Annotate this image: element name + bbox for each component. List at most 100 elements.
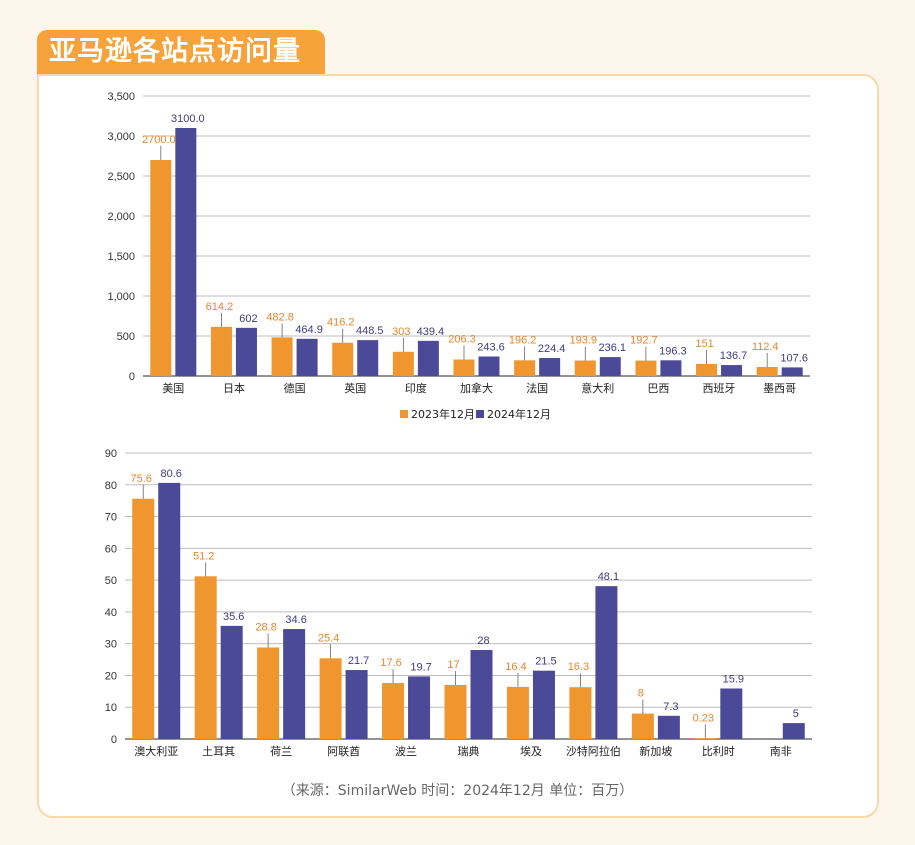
data-label: 107.6: [780, 352, 808, 364]
bar-2024: [175, 128, 197, 376]
data-label: 5: [793, 708, 799, 720]
bar-2023: [569, 687, 592, 739]
bar-2024: [158, 482, 181, 739]
y-tick-label: 0: [129, 371, 135, 383]
bar-2023: [150, 160, 172, 376]
bar-2023: [392, 351, 414, 376]
bar-2024: [283, 629, 306, 739]
data-label: 25.4: [318, 632, 339, 644]
data-label: 416.2: [327, 317, 355, 329]
data-label: 51.2: [193, 550, 214, 562]
bar-2024: [720, 688, 743, 739]
x-tick-label: 土耳其: [202, 745, 235, 758]
bar-2024: [660, 360, 682, 376]
data-label: 28.8: [255, 621, 276, 633]
bar-2024: [532, 670, 555, 739]
data-label: 35.6: [223, 611, 244, 623]
y-tick-label: 50: [105, 575, 117, 587]
data-label: 206.3: [448, 333, 476, 345]
bar-2023: [453, 359, 475, 376]
bar-2023: [506, 686, 529, 739]
data-label: 2700.0: [142, 134, 176, 146]
bar-2024: [595, 586, 618, 739]
data-label: 192.7: [630, 335, 658, 347]
legend-swatch: [476, 410, 484, 418]
x-tick-label: 澳大利亚: [134, 744, 178, 758]
bar-2023: [271, 337, 293, 376]
x-tick-label: 瑞典: [458, 744, 480, 758]
data-label: 21.5: [535, 656, 556, 668]
bar-2024: [408, 676, 431, 739]
data-label: 21.7: [348, 655, 369, 667]
bar-2023: [382, 683, 405, 739]
bar-2023: [319, 658, 342, 739]
y-tick-label: 30: [105, 639, 117, 651]
x-tick-label: 意大利: [581, 381, 614, 395]
bar-2024: [345, 670, 368, 739]
data-label: 17: [447, 659, 459, 671]
bar-2023: [132, 498, 155, 739]
bar-2024: [296, 338, 318, 376]
data-label: 3100.0: [171, 113, 205, 125]
data-label: 136.7: [720, 350, 748, 362]
data-label: 224.4: [538, 343, 566, 355]
legend-swatch: [400, 410, 408, 418]
y-tick-label: 2,500: [107, 171, 135, 183]
bar-2023: [514, 360, 536, 376]
x-tick-label: 日本: [223, 381, 245, 395]
x-tick-label: 德国: [284, 381, 306, 395]
y-tick-label: 80: [105, 480, 117, 492]
x-tick-label: 法国: [526, 381, 548, 395]
data-label: 15.9: [723, 673, 744, 685]
y-tick-label: 10: [105, 702, 117, 714]
x-tick-label: 埃及: [520, 744, 542, 758]
data-label: 75.6: [131, 473, 152, 485]
bar-2023: [194, 576, 217, 739]
data-label: 464.9: [295, 324, 323, 336]
data-label: 196.3: [659, 345, 687, 357]
y-tick-label: 2,000: [107, 211, 135, 223]
y-tick-label: 3,000: [107, 131, 135, 143]
data-label: 439.4: [417, 326, 445, 338]
y-tick-label: 1,000: [107, 291, 135, 303]
data-label: 236.1: [599, 342, 627, 354]
bar-2023: [257, 647, 280, 739]
legend-label: 2023年12月: [411, 407, 475, 421]
y-tick-label: 90: [105, 448, 117, 460]
data-label: 7.3: [663, 701, 678, 713]
x-tick-label: 墨西哥: [763, 382, 796, 395]
x-tick-label: 印度: [405, 381, 427, 395]
y-tick-label: 3,500: [107, 91, 135, 103]
data-label: 0.23: [693, 712, 714, 724]
bar-2024: [220, 625, 243, 739]
chart-title: 亚马逊各站点访问量: [37, 30, 325, 74]
bar-2024: [599, 357, 621, 376]
x-tick-label: 南非: [770, 745, 792, 758]
bar-2023: [756, 367, 778, 376]
y-tick-label: 20: [105, 670, 117, 682]
bar-2023: [694, 738, 717, 739]
bar-2023: [635, 360, 657, 376]
data-label: 243.6: [477, 342, 505, 354]
data-label: 614.2: [206, 301, 234, 313]
legend-label: 2024年12月: [487, 407, 551, 421]
bar-2024: [478, 356, 500, 376]
bar-2024: [417, 340, 439, 376]
data-label: 151: [695, 338, 713, 350]
bar-2024: [782, 723, 805, 739]
bar-2024: [721, 365, 743, 376]
data-label: 34.6: [285, 614, 306, 626]
data-label: 193.9: [570, 334, 598, 346]
y-tick-label: 40: [105, 607, 117, 619]
x-tick-label: 波兰: [395, 745, 417, 758]
bar-2023: [444, 684, 467, 739]
x-tick-label: 比利时: [702, 745, 735, 758]
bar-2024: [539, 358, 561, 376]
x-tick-label: 加拿大: [460, 381, 493, 395]
y-tick-label: 70: [105, 512, 117, 524]
bar-2024: [357, 340, 379, 376]
data-label: 448.5: [356, 325, 384, 337]
data-label: 482.8: [266, 311, 294, 323]
x-tick-label: 荷兰: [270, 745, 292, 758]
